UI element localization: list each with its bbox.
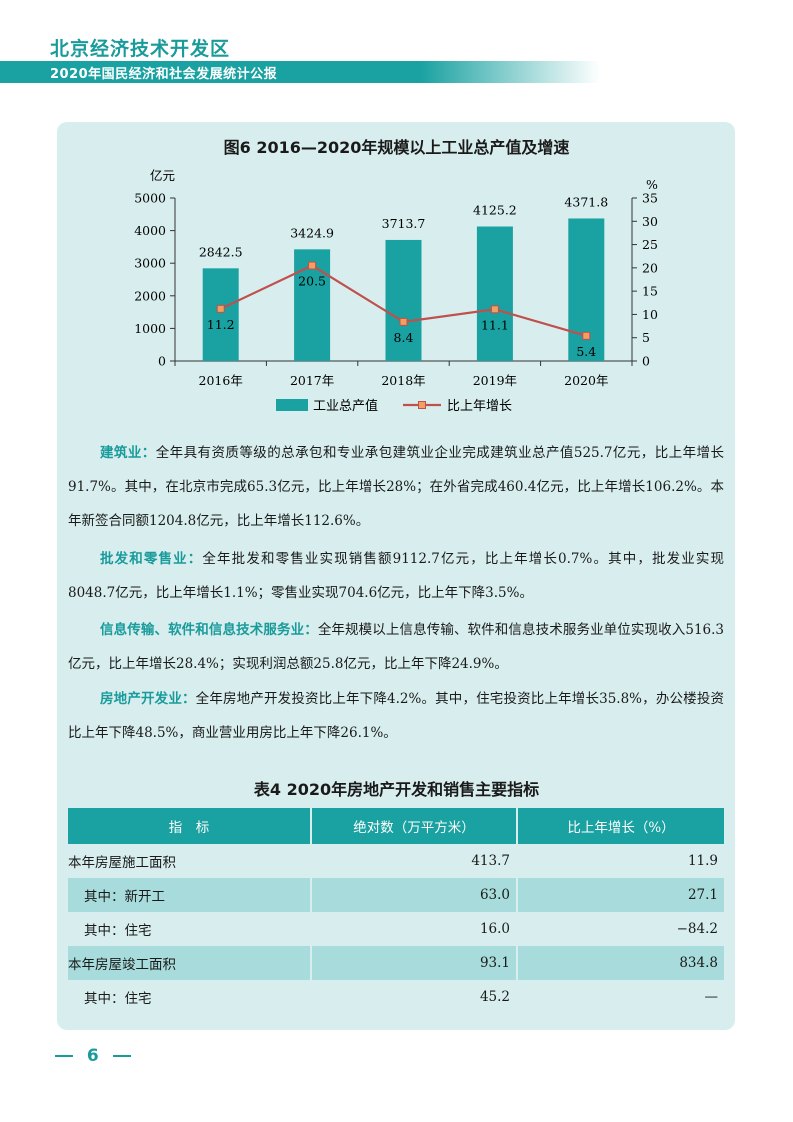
table-row: 本年房屋竣工面积 93.1 834.8	[68, 946, 724, 980]
x-tick-label: 2020年	[564, 373, 608, 388]
page-number: 6	[86, 1046, 99, 1066]
table-header-absolute: 绝对数（万平方米）	[310, 808, 517, 844]
left-tick-label: 1000	[134, 321, 166, 336]
row-label: 其中：住宅	[84, 923, 152, 939]
growth-data-label: 20.5	[298, 274, 326, 289]
left-tick-label: 3000	[134, 256, 166, 271]
row-growth: −84.2	[516, 912, 724, 946]
industrial-output-chart: 亿元% 0 1000 2000 3000 4000 5000 0 5 10 15 20 25 30 35 20…	[134, 168, 658, 414]
row-value: 16.0	[310, 912, 517, 946]
growth-point-2016年	[216, 304, 225, 313]
bar-output-2016年	[202, 268, 239, 361]
row-label: 其中：住宅	[84, 991, 152, 1007]
row-value: 413.7	[310, 844, 517, 878]
bar-data-label: 3713.7	[382, 216, 426, 231]
right-tick-label: 15	[642, 284, 658, 299]
row-growth: —	[516, 980, 724, 1014]
paragraph-text: 全年批发和零售业实现销售额9112.7亿元，比上年增长0.7%。其中，批发业实现…	[68, 551, 724, 601]
bar-output-2019年	[476, 226, 513, 361]
row-label: 其中：新开工	[68, 878, 311, 912]
right-tick-label: 0	[642, 354, 650, 369]
growth-point-2020年	[582, 331, 591, 340]
table-row: 本年房屋施工面积 413.7 11.9	[68, 844, 724, 878]
paragraph-lead: 批发和零售业：	[100, 551, 203, 567]
legend-bar-label: 工业总产值	[313, 398, 378, 414]
paragraph-real-estate: 房地产开发业：全年房地产开发投资比上年下降4.2%。其中，住宅投资比上年增长35…	[68, 682, 724, 750]
paragraph-text: 全年房地产开发投资比上年下降4.2%。其中，住宅投资比上年增长35.8%，办公楼…	[68, 691, 725, 741]
row-value: 45.2	[310, 980, 517, 1014]
right-tick-label: 10	[642, 307, 658, 322]
paragraph-information-services: 信息传输、软件和信息技术服务业：全年规模以上信息传输、软件和信息技术服务业单位实…	[68, 613, 724, 681]
right-tick-label: 30	[642, 214, 658, 229]
paragraph-lead: 建筑业：	[100, 445, 156, 461]
bar-data-label: 3424.9	[290, 225, 334, 240]
chart-title: 图6 2016—2020年规模以上工业总产值及增速	[223, 138, 570, 157]
bar-output-2018年	[385, 239, 422, 361]
left-tick-label: 0	[158, 354, 166, 369]
row-growth: 11.9	[516, 844, 724, 878]
growth-point-2017年	[308, 261, 317, 270]
left-tick-label: 2000	[134, 288, 166, 303]
x-tick-label: 2019年	[473, 373, 517, 388]
row-value: 63.0	[310, 878, 517, 912]
footer-dash-right	[112, 1055, 131, 1057]
right-axis-unit: %	[646, 177, 658, 192]
left-axis-unit: 亿元	[150, 168, 175, 183]
table-row: 其中：住宅 16.0 −84.2	[68, 912, 724, 946]
growth-point-2019年	[490, 305, 499, 314]
growth-data-label: 5.4	[576, 344, 596, 359]
x-tick-label: 2017年	[290, 373, 334, 388]
left-tick-label: 4000	[134, 223, 166, 238]
table-row: 其中：新开工 63.0 27.1	[68, 878, 724, 912]
growth-point-2018年	[399, 317, 408, 326]
real-estate-table: 指 标 绝对数（万平方米） 比上年增长（%） 本年房屋施工面积 413.7 11…	[68, 808, 724, 1014]
row-value: 93.1	[310, 946, 517, 980]
left-tick-label: 5000	[134, 191, 166, 206]
bar-data-label: 2842.5	[199, 244, 243, 259]
paragraph-lead: 信息传输、软件和信息技术服务业：	[100, 622, 318, 638]
growth-data-label: 11.2	[207, 317, 235, 332]
report-header-title: 北京经济技术开发区	[50, 38, 231, 60]
table-title: 表4 2020年房地产开发和销售主要指标	[253, 780, 540, 799]
x-tick-label: 2018年	[381, 373, 425, 388]
row-label: 本年房屋竣工面积	[68, 946, 311, 980]
legend-line-label: 比上年增长	[447, 399, 512, 414]
page-footer: 6	[55, 1046, 131, 1066]
table-header-indicator: 指 标	[68, 808, 311, 844]
bar-data-label: 4125.2	[473, 203, 517, 218]
table-row: 其中：住宅 45.2 —	[68, 980, 724, 1014]
row-growth: 834.8	[516, 946, 724, 980]
paragraph-text: 全年规模以上信息传输、软件和信息技术服务业单位实现收入516.3亿元，比上年增长…	[68, 622, 725, 672]
x-tick-label: 2016年	[199, 373, 243, 388]
growth-data-label: 11.1	[481, 317, 509, 332]
table-header-row: 指 标 绝对数（万平方米） 比上年增长（%）	[68, 808, 724, 844]
report-header-subtitle: 2020年国民经济和社会发展统计公报	[50, 67, 278, 82]
paragraph-construction: 建筑业：全年具有资质等级的总承包和专业承包建筑业企业完成建筑业总产值525.7亿…	[68, 436, 724, 538]
growth-data-label: 8.4	[394, 330, 414, 345]
right-tick-label: 20	[642, 260, 658, 275]
header-band	[0, 61, 600, 83]
bar-data-label: 4371.8	[564, 194, 608, 209]
row-label: 本年房屋施工面积	[68, 855, 176, 871]
footer-dash-left	[55, 1055, 73, 1057]
right-tick-label: 25	[642, 237, 658, 252]
right-tick-label: 5	[642, 330, 650, 345]
table-header-growth: 比上年增长（%）	[516, 808, 724, 844]
row-growth: 27.1	[516, 878, 724, 912]
right-tick-label: 35	[642, 191, 658, 206]
legend-bar-swatch	[276, 399, 308, 411]
paragraph-lead: 房地产开发业：	[100, 691, 196, 707]
paragraph-text: 全年具有资质等级的总承包和专业承包建筑业企业完成建筑业总产值525.7亿元，比上…	[68, 445, 724, 529]
legend-line-marker	[418, 401, 426, 409]
paragraph-wholesale-retail: 批发和零售业：全年批发和零售业实现销售额9112.7亿元，比上年增长0.7%。其…	[68, 542, 724, 610]
